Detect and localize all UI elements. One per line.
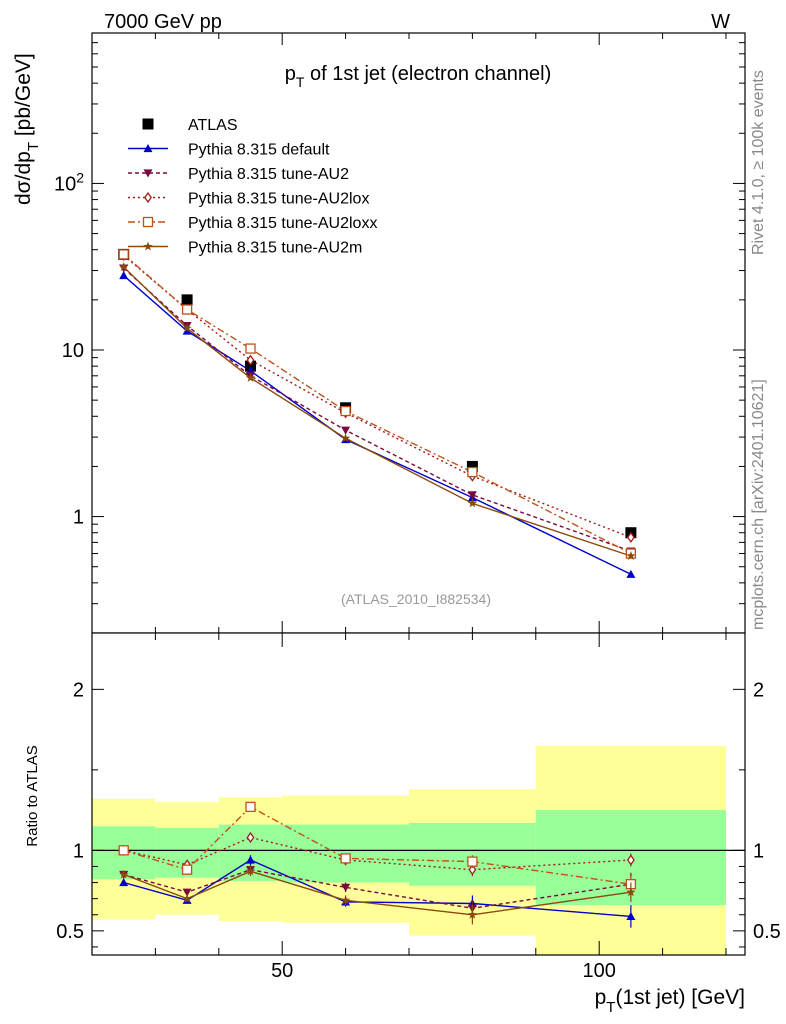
ratio-y-tick-label-left: 2 [73,679,84,701]
ratio-series-point-3 [118,845,129,856]
ratio-series-point-3 [467,856,478,867]
main-series-point-3 [246,354,255,366]
atlas-data-point [244,360,256,372]
ratio-series-markers [118,801,637,928]
legend-label-5: Pythia 8.315 tune-AU2m [188,240,362,257]
x-tick-label: 50 [271,960,293,982]
main-series-point-5 [119,262,129,271]
ratio-series-point-1 [341,883,351,892]
main-series-point-1 [119,271,129,280]
ratio-uncertainty-bands [92,633,745,955]
legend-marker-1 [143,144,153,153]
main-series-point-2 [467,491,477,500]
main-series-point-1 [182,326,192,335]
main-title: pT of 1st jet (electron channel) [285,63,551,90]
legend: ATLAS Pythia 8.315 default Pythia 8.315 tu… [128,117,377,257]
ratio-series-point-3 [340,853,351,864]
atlas-data-point [466,460,478,472]
legend-marker-4 [142,216,154,228]
ratio-series-point-4 [119,869,129,879]
ratio-series-point-2 [468,864,477,876]
ratio-axes: 0.5 0.5 1 1 2 2 50 100 [56,632,781,982]
main-series-point-4 [118,249,129,260]
main-series-line-2 [123,267,632,552]
ratio-series-point-3 [245,801,256,813]
main-series-markers [118,248,637,578]
main-series-point-4 [181,304,193,315]
main-series-line-5 [123,266,632,557]
x-axis-label: pT(1st jet) [GeV] [595,986,745,1016]
main-series-point-1 [626,569,636,578]
main-series-lines [123,253,632,575]
main-series-line-4 [123,253,632,555]
ratio-y-tick-label-left: 1 [73,840,84,862]
main-series-point-2 [341,426,351,435]
legend-label-3: Pythia 8.315 tune-AU2lox [188,191,369,208]
legend-label-4: Pythia 8.315 tune-AU2loxx [188,215,377,232]
legend-marker-0 [142,118,154,130]
main-y-tick-label: 102 [54,169,84,195]
ratio-y-tick-label-right: 1 [753,840,764,862]
main-series-point-4 [340,405,351,417]
ratio-y-tick-label-right: 0.5 [753,921,781,943]
ratio-series-line-4 [123,870,631,916]
ratio-series-point-4 [245,866,256,876]
process-label: W [711,11,730,33]
legend-marker-3 [144,191,152,204]
ratio-series-line-2 [123,836,631,871]
main-series-point-3 [626,531,635,544]
legend-marker-2 [143,169,153,178]
green-band-4 [408,822,536,886]
legend-label-1: Pythia 8.315 default [188,142,330,159]
legend-label-2: Pythia 8.315 tune-AU2 [188,166,349,183]
ratio-series-point-1 [182,888,192,897]
main-series-point-5 [182,323,192,333]
ratio-series-point-4 [467,909,478,919]
main-y-tick-label: 1 [73,507,84,529]
main-series-point-5 [467,498,478,508]
mcplots-label: mcplots.cern.ch [arXiv:2401.10621] [750,379,767,630]
ratio-series-point-4 [182,893,192,903]
main-series-line-1 [123,274,632,575]
main-y-tick-label: 10 [62,340,84,362]
legend-marker-5 [143,241,153,251]
main-y-axis-label: dσ/dpT [pb/GeV] [12,53,42,205]
main-series-point-4 [467,466,478,478]
atlas-data-point [181,294,193,306]
ratio-y-axis-label: Ratio to ATLAS [24,745,41,846]
ratio-series-lines [123,806,632,918]
ratio-series-point-2 [626,854,635,866]
ratio-series-line-1 [123,868,632,910]
ratio-series-point-3 [181,864,193,875]
x-tick-label: 100 [582,960,615,982]
main-series-point-5 [626,551,636,560]
ratio-series-point-4 [340,895,351,905]
energy-label: 7000 GeV pp [104,11,222,33]
ratio-series-line-0 [123,859,631,918]
rivet-label: Rivet 4.1.0, ≥ 100k events [750,70,767,255]
ratio-series-point-0 [119,878,129,887]
main-series-point-5 [245,372,256,382]
ratio-series-point-2 [246,831,255,844]
main-series-point-4 [245,343,256,354]
ratio-y-tick-label-left: 0.5 [56,921,84,943]
ratio-y-tick-label-right: 2 [753,679,764,701]
legend-label-0: ATLAS [188,117,238,134]
ratio-series-point-0 [245,855,255,864]
ratio-series-point-4 [626,887,636,897]
ratio-series-line-3 [123,806,631,885]
ratio-series-point-0 [626,911,636,920]
analysis-id-label: (ATLAS_2010_I882534) [341,591,491,607]
ratio-frame [91,632,746,956]
main-series-point-5 [340,433,351,443]
